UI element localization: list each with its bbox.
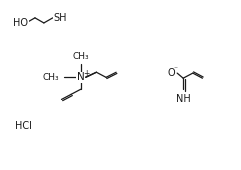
Text: NH: NH (176, 94, 191, 104)
Text: +: + (83, 69, 89, 78)
Text: CH₃: CH₃ (42, 73, 59, 82)
Text: ⁻: ⁻ (174, 64, 178, 73)
Text: HCl: HCl (15, 121, 32, 131)
Text: SH: SH (54, 13, 67, 23)
Text: HO: HO (13, 18, 28, 28)
Text: N: N (77, 72, 85, 82)
Text: CH₃: CH₃ (73, 52, 89, 61)
Text: O: O (167, 68, 175, 78)
